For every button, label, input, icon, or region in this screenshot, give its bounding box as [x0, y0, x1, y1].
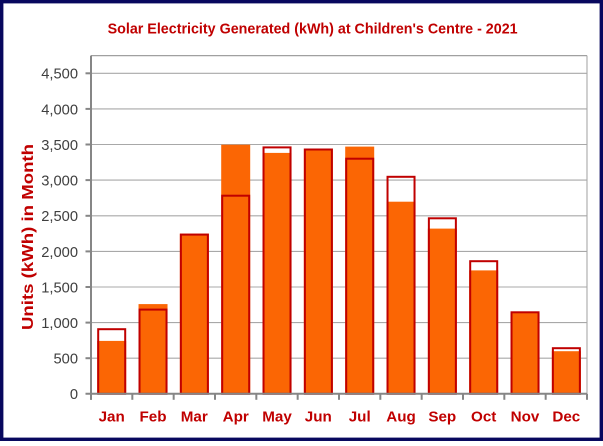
svg-text:2,500: 2,500: [41, 209, 78, 225]
svg-text:1,500: 1,500: [41, 280, 78, 296]
svg-text:Feb: Feb: [139, 409, 166, 426]
svg-text:3,500: 3,500: [41, 138, 78, 154]
svg-text:Jan: Jan: [99, 409, 125, 426]
svg-text:Jul: Jul: [349, 409, 371, 426]
svg-text:Oct: Oct: [471, 409, 496, 426]
svg-text:Units (kWh) in Month: Units (kWh) in Month: [20, 144, 37, 330]
svg-text:500: 500: [53, 352, 78, 368]
svg-text:Mar: Mar: [181, 409, 208, 426]
svg-text:Aug: Aug: [386, 409, 416, 426]
svg-text:4,000: 4,000: [41, 102, 78, 118]
svg-text:2,000: 2,000: [41, 245, 78, 261]
svg-text:Apr: Apr: [223, 409, 249, 426]
svg-text:4,500: 4,500: [41, 67, 78, 83]
svg-text:0: 0: [70, 387, 78, 403]
svg-text:Dec: Dec: [552, 409, 580, 426]
svg-text:Jun: Jun: [305, 409, 332, 426]
svg-text:Nov: Nov: [511, 409, 540, 426]
svg-text:May: May: [262, 409, 292, 426]
svg-text:3,000: 3,000: [41, 174, 78, 190]
svg-text:1,000: 1,000: [41, 316, 78, 332]
svg-text:Solar Electricity Generated (k: Solar Electricity Generated (kWh) at Chi…: [108, 21, 518, 37]
svg-text:Sep: Sep: [428, 409, 456, 426]
